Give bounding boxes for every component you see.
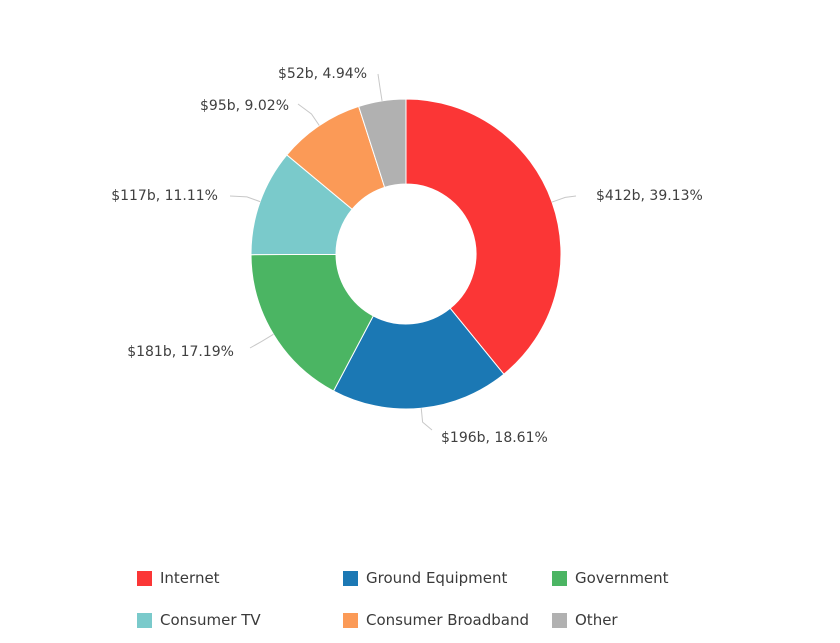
data-label-other: $52b, 4.94% [278,66,367,82]
legend-swatch [552,612,567,628]
data-label-internet: $412b, 39.13% [596,188,703,204]
leader-line-internet [551,195,577,203]
donut-chart-svg: $412b, 39.13% $196b, 18.61% $181b, 17.19% $… [111,66,703,446]
legend-swatch [343,570,358,586]
slice-ground-equipment[interactable] [332,307,505,410]
legend-label: Consumer Broadband [366,611,530,629]
legend-item-internet[interactable]: Internet [137,566,220,590]
legend-swatch [552,570,567,586]
data-label-consumer-tv: $117b, 11.11% [111,188,218,204]
legend-swatch [137,570,152,586]
donut-chart: $412b, 39.13% $196b, 18.61% $181b, 17.19% $… [111,66,703,446]
legend-item-other[interactable]: Other [552,608,618,632]
legend-label: Government [575,569,669,587]
legend-swatch [137,612,152,628]
legend-label: Other [575,611,618,629]
data-label-ground-equipment: $196b, 18.61% [441,430,548,446]
legend-item-government[interactable]: Government [552,566,669,590]
legend-label: Ground Equipment [366,569,508,587]
leader-line-government [249,333,274,349]
slice-government[interactable] [250,253,374,392]
slice-internet[interactable] [405,98,562,375]
leader-line-other [377,73,383,101]
legend-label: Internet [160,569,220,587]
legend-label: Consumer TV [160,611,261,629]
legend-item-consumer-broadband[interactable]: Consumer Broadband [343,608,529,632]
leader-line-consumer-broadband [297,103,320,126]
slice-other[interactable] [358,98,407,188]
data-label-consumer-broadband: $95b, 9.02% [200,98,289,114]
data-label-government: $181b, 17.19% [127,344,234,360]
legend-item-ground-equipment[interactable]: Ground Equipment [343,566,507,590]
leader-line-ground-equipment [420,408,433,431]
legend-swatch [343,612,358,628]
leader-line-consumer-tv [229,195,261,203]
legend-item-consumer-tv[interactable]: Consumer TV [137,608,261,632]
